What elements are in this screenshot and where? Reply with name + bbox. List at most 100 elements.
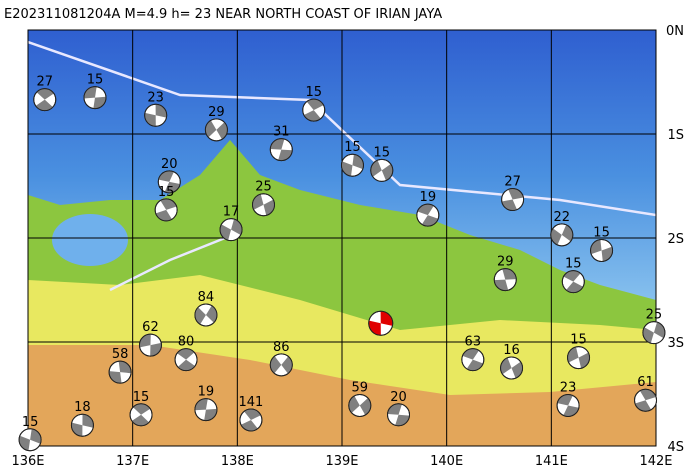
depth-label: 29 <box>497 255 514 270</box>
ball-quadrant <box>131 403 151 426</box>
ball-quadrant <box>158 170 181 193</box>
depth-label: 15 <box>373 145 390 160</box>
plate-boundary <box>28 40 656 217</box>
depth-label: 27 <box>36 75 53 90</box>
ball-quadrant <box>241 409 261 431</box>
depth-label: 15 <box>570 333 587 348</box>
depth-label: 15 <box>305 85 322 100</box>
depth-label: 84 <box>198 290 215 305</box>
ball-rim <box>174 348 198 372</box>
ball-rim <box>239 408 263 432</box>
depth-label: 15 <box>87 73 104 88</box>
ball-rim <box>204 118 228 142</box>
ball-quadrant <box>590 239 613 262</box>
ball-rim <box>493 268 517 292</box>
beach-ball <box>561 270 585 294</box>
beach-ball <box>219 218 243 242</box>
ball-quadrant <box>501 188 524 211</box>
ball-quadrant <box>35 88 54 111</box>
ball-rim <box>18 428 42 452</box>
beach-ball <box>302 98 326 122</box>
ball-quadrant <box>348 395 371 416</box>
beach-ball <box>194 398 218 422</box>
beach-ball <box>501 188 525 212</box>
ball-quadrant <box>341 154 364 177</box>
tick-labels: 136E 137E 138E 139E 140E 141E 142E 0N 1S 2S 3S 4S <box>11 24 684 469</box>
depth-label: 58 <box>112 347 129 362</box>
y-tick-label: 0N <box>666 24 684 39</box>
ball-rim <box>561 270 585 294</box>
beach-ball <box>348 393 372 417</box>
depth-label: 15 <box>593 225 610 240</box>
ball-rim <box>194 398 218 422</box>
beach-ball <box>550 223 574 247</box>
ball-quadrant <box>270 356 293 374</box>
depth-label: 23 <box>560 380 577 395</box>
ball-quadrant <box>387 403 410 426</box>
depth-label: 22 <box>554 210 571 225</box>
ball-rim <box>642 321 666 345</box>
beach-ball <box>108 360 132 384</box>
ball-rim <box>556 393 580 417</box>
beach-ball <box>194 303 218 327</box>
ball-rim <box>219 218 243 242</box>
plate-boundary <box>109 230 241 292</box>
ball-rim <box>252 193 275 217</box>
ball-quadrant <box>303 99 324 122</box>
depth-label: 61 <box>637 375 654 390</box>
depth-label: 15 <box>158 185 175 200</box>
ball-rim <box>154 198 178 222</box>
beach-ball <box>269 138 293 162</box>
ball-quadrant <box>177 348 196 371</box>
depth-label: 29 <box>208 105 225 120</box>
depth-label: 27 <box>504 175 521 190</box>
ball-quadrant <box>494 268 517 291</box>
ball-quadrant <box>563 270 584 293</box>
beach-ball <box>157 170 181 194</box>
depth-label: 18 <box>74 400 91 415</box>
depth-label: 19 <box>198 385 215 400</box>
x-tick-label: 139E <box>325 454 358 469</box>
ball-rim <box>387 403 411 427</box>
depth-label: 15 <box>22 415 39 430</box>
beach-ball <box>33 88 57 112</box>
ball-quadrant <box>19 428 42 451</box>
beach-ball <box>269 353 293 377</box>
ball-rim <box>370 158 394 182</box>
beach-ball <box>252 193 275 217</box>
ball-quadrant <box>220 219 243 241</box>
ball-rim <box>138 333 162 357</box>
ball-rim <box>83 86 107 110</box>
beach-ball <box>83 86 107 110</box>
depth-label: 15 <box>344 140 361 155</box>
main-event <box>368 310 394 336</box>
ball-rim <box>416 203 440 227</box>
beach-ball <box>590 238 614 262</box>
ball-rim <box>157 170 181 194</box>
ball-quadrant <box>83 86 106 109</box>
ball-quadrant <box>139 334 162 357</box>
ball-quadrant <box>557 394 579 417</box>
ball-rim <box>302 98 326 122</box>
ball-quadrant <box>417 204 439 227</box>
ball-quadrant <box>270 138 293 161</box>
beach-ball <box>70 413 94 437</box>
beach-ball <box>642 321 666 345</box>
ball-quadrant <box>462 348 484 371</box>
ball-quadrant <box>567 346 590 369</box>
ball-rim <box>340 153 364 177</box>
beach-ball <box>387 403 411 427</box>
ball-quadrant <box>642 322 665 344</box>
beach-ball <box>154 198 178 222</box>
beach-ball <box>340 153 364 177</box>
ball-rim <box>567 346 591 370</box>
beach-ball <box>370 158 394 182</box>
ball-rim <box>348 393 372 417</box>
ball-rim <box>368 310 394 336</box>
ball-quadrant <box>205 120 228 140</box>
ball-rim <box>500 356 524 380</box>
ball-rim <box>269 353 293 377</box>
beach-ball <box>500 356 524 380</box>
ball-quadrant <box>71 414 94 437</box>
